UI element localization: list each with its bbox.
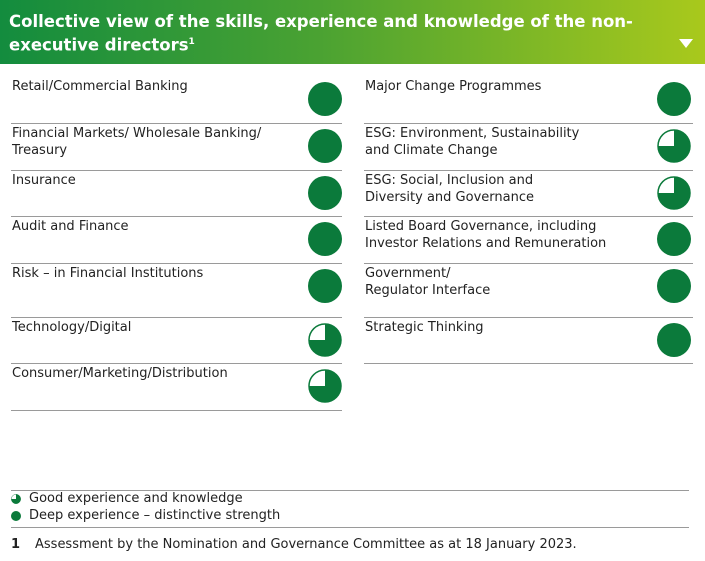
good-icon xyxy=(657,129,691,163)
skill-label: Major Change Programmes xyxy=(365,79,542,94)
skill-row: Retail/Commercial Banking xyxy=(11,77,342,124)
skill-row: Technology/Digital xyxy=(11,318,342,364)
deep-icon xyxy=(11,511,21,521)
deep-icon xyxy=(308,82,342,116)
skill-label: Audit and Finance xyxy=(12,219,129,234)
good-icon xyxy=(11,494,21,504)
deep-icon xyxy=(657,222,691,256)
footnote-text: Assessment by the Nomination and Governa… xyxy=(35,537,577,552)
skill-row: Insurance xyxy=(11,171,342,217)
skill-label: Risk – in Financial Institutions xyxy=(12,266,204,281)
skill-row: ESG: Environment, Sustainability and Cli… xyxy=(364,124,693,171)
footnote: 1 Assessment by the Nomination and Govern… xyxy=(11,537,577,552)
skill-row: Strategic Thinking xyxy=(364,318,693,364)
skill-row: Government/ Regulator Interface xyxy=(364,264,693,318)
skill-label: ESG: Social, Inclusion and Diversity and… xyxy=(365,173,534,205)
good-icon xyxy=(308,323,342,357)
deep-icon xyxy=(657,269,691,303)
deep-icon xyxy=(657,82,691,116)
skill-row: Consumer/Marketing/Distribution xyxy=(11,364,342,411)
skill-row: Major Change Programmes xyxy=(364,77,693,124)
skill-row: Financial Markets/ Wholesale Banking/ Tr… xyxy=(11,124,342,171)
good-icon xyxy=(308,369,342,403)
title-text: Collective view of the skills, experienc… xyxy=(9,12,633,55)
deep-icon xyxy=(308,269,342,303)
title-note: 1 xyxy=(188,37,195,47)
deep-icon xyxy=(308,176,342,210)
skill-label: ESG: Environment, Sustainability and Cli… xyxy=(365,126,580,158)
header[interactable]: Collective view of the skills, experienc… xyxy=(0,0,705,64)
skill-label: Consumer/Marketing/Distribution xyxy=(12,366,228,381)
deep-icon xyxy=(308,222,342,256)
skill-label: Financial Markets/ Wholesale Banking/ Tr… xyxy=(12,126,262,158)
footnote-marker: 1 xyxy=(11,537,21,552)
skill-label: Listed Board Governance, including Inves… xyxy=(365,219,607,251)
legend-label: Good experience and knowledge xyxy=(29,491,243,506)
divider xyxy=(11,490,689,491)
skill-label: Retail/Commercial Banking xyxy=(12,79,188,94)
divider xyxy=(11,527,689,528)
deep-icon xyxy=(657,323,691,357)
skill-row: ESG: Social, Inclusion and Diversity and… xyxy=(364,171,693,217)
skill-row: Audit and Finance xyxy=(11,217,342,264)
legend-label: Deep experience – distinctive strength xyxy=(29,508,281,523)
skill-label: Technology/Digital xyxy=(12,320,132,335)
skill-label: Government/ Regulator Interface xyxy=(365,266,491,298)
title: Collective view of the skills, experienc… xyxy=(9,11,649,56)
good-icon xyxy=(657,176,691,210)
expand-caret[interactable] xyxy=(679,39,693,48)
skill-label: Strategic Thinking xyxy=(365,320,484,335)
skill-label: Insurance xyxy=(12,173,76,188)
skill-row: Risk – in Financial Institutions xyxy=(11,264,342,318)
skill-row: Listed Board Governance, including Inves… xyxy=(364,217,693,264)
deep-icon xyxy=(308,129,342,163)
